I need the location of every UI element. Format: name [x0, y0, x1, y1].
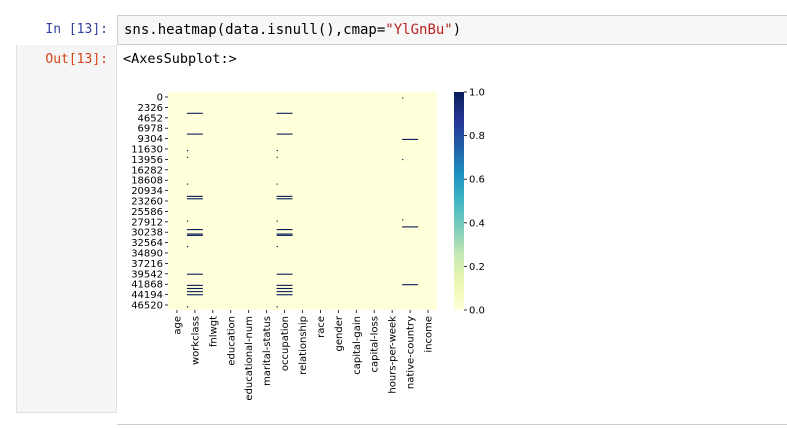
x-tick-label: native-country: [406, 316, 417, 389]
missing-value-mark: [186, 198, 203, 200]
missing-value-mark: [402, 226, 419, 228]
missing-value-dot: [276, 245, 278, 248]
missing-value-mark: [276, 291, 293, 293]
missing-value-dot: [276, 183, 278, 185]
missing-value-mark: [186, 195, 203, 197]
x-tick-label: income: [424, 316, 435, 353]
missing-value-dot: [402, 97, 404, 99]
x-tick-label: educational-num: [244, 316, 255, 401]
x-tick-label: race: [316, 316, 327, 338]
heatmap-background: [168, 92, 437, 310]
y-tick-label: 32564: [131, 238, 163, 249]
output-prompt: Out[13]:: [45, 52, 108, 67]
y-tick-label: 41868: [131, 280, 163, 291]
missing-value-mark: [276, 294, 293, 296]
missing-value-dot: [276, 306, 278, 308]
x-tick-label: occupation: [280, 316, 291, 371]
missing-value-dot: [276, 156, 278, 158]
missing-value-mark: [276, 287, 293, 290]
x-tick-label: workclass: [190, 316, 201, 365]
y-tick-label: 4652: [138, 113, 163, 124]
colorbar-tick-label: 0.6: [469, 175, 485, 186]
colorbar-tick-label: 0.0: [469, 306, 485, 317]
missing-value-mark: [186, 234, 203, 236]
missing-value-dot: [186, 220, 189, 222]
x-tick-label: education: [226, 316, 237, 366]
missing-value-mark: [186, 273, 203, 275]
missing-value-dot: [276, 150, 278, 152]
y-tick-label: 6978: [138, 124, 163, 135]
input-prompt: In [13]:: [45, 22, 108, 37]
x-tick-label: capital-loss: [370, 316, 381, 373]
missing-value-dot: [186, 183, 189, 185]
colorbar-tick-label: 0.2: [469, 262, 485, 273]
x-tick-label: relationship: [298, 316, 309, 375]
missing-value-mark: [186, 112, 203, 114]
missing-value-mark: [276, 133, 293, 135]
colorbar-tick-label: 0.4: [469, 218, 485, 229]
y-tick-label: 2326: [138, 103, 163, 114]
y-tick-label: 16282: [131, 165, 163, 176]
y-tick-label: 34890: [131, 249, 163, 260]
missing-value-mark: [186, 284, 203, 286]
x-tick-label: fnlwgt: [208, 316, 219, 347]
code-input-cell[interactable]: sns.heatmap(data.isnull(),cmap="YlGnBu"): [117, 15, 787, 45]
y-tick-label: 0: [157, 93, 163, 104]
y-tick-label: 23260: [131, 197, 163, 208]
missing-value-mark: [402, 284, 419, 286]
missing-value-dot: [186, 306, 189, 308]
missing-value-mark: [276, 273, 293, 275]
missing-value-mark: [186, 133, 203, 135]
next-cell-border: [117, 424, 787, 425]
colorbar: [454, 92, 464, 310]
y-tick-label: 13956: [131, 155, 163, 166]
missing-value-mark: [186, 291, 203, 293]
missing-value-dot: [186, 150, 189, 152]
y-tick-label: 25586: [131, 207, 163, 218]
y-tick-label: 44194: [131, 290, 163, 301]
missing-value-mark: [186, 294, 203, 296]
missing-value-mark: [186, 229, 203, 231]
missing-value-mark: [276, 234, 293, 236]
colorbar-tick-label: 1.0: [469, 88, 485, 99]
missing-value-dot: [402, 158, 404, 161]
missing-value-mark: [186, 233, 203, 235]
output-text: <AxesSubplot:>: [123, 51, 237, 67]
colorbar-tick-label: 0.8: [469, 131, 485, 142]
y-tick-label: 20934: [131, 186, 163, 197]
missing-value-dot: [186, 156, 189, 158]
y-tick-label: 37216: [131, 259, 163, 270]
x-tick-label: gender: [334, 315, 345, 351]
x-tick-label: marital-status: [262, 316, 273, 386]
missing-value-mark: [276, 284, 293, 286]
missing-value-mark: [276, 229, 293, 231]
y-tick-label: 27912: [131, 217, 163, 228]
code-text: sns.heatmap(data.isnull(),cmap="YlGnBu"): [124, 22, 462, 38]
y-tick-label: 9304: [138, 134, 163, 145]
missing-value-mark: [276, 195, 293, 197]
missing-value-dot: [402, 219, 404, 221]
y-tick-label: 46520: [131, 301, 163, 312]
missing-value-mark: [276, 233, 293, 235]
missing-value-mark: [276, 112, 293, 114]
missing-value-dot: [276, 220, 278, 222]
x-tick-label: capital-gain: [352, 316, 363, 375]
missing-value-mark: [276, 198, 293, 200]
y-tick-label: 11630: [131, 145, 163, 156]
missing-value-mark: [186, 287, 203, 290]
y-tick-label: 39542: [131, 269, 163, 280]
output-gutter[interactable]: [16, 45, 117, 413]
missing-value-mark: [402, 138, 419, 140]
x-tick-label: hours-per-week: [388, 316, 399, 394]
x-tick-label: age: [172, 316, 183, 335]
missing-value-dot: [186, 245, 189, 248]
y-tick-label: 18608: [131, 176, 163, 187]
y-tick-label: 30238: [131, 228, 163, 239]
